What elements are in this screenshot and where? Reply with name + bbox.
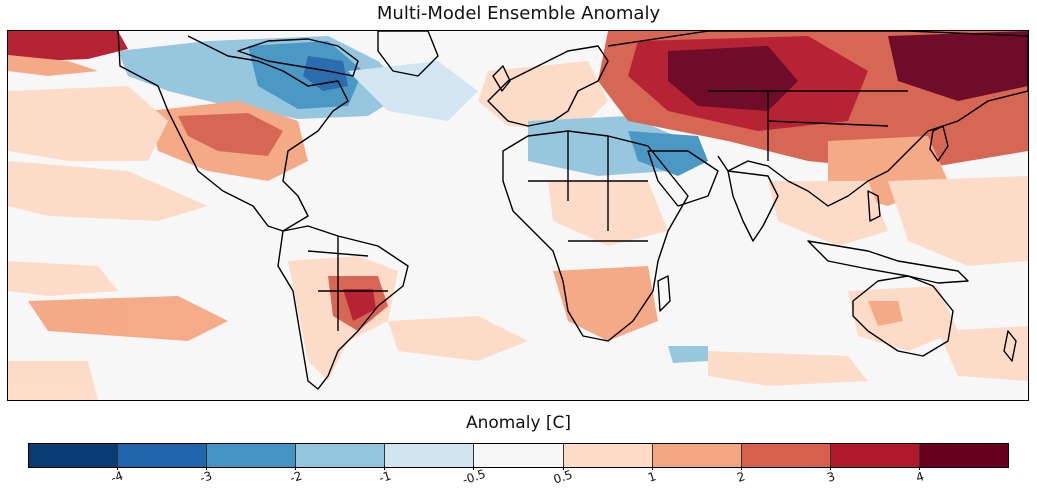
coast-north-america <box>117 31 349 232</box>
coastlines <box>117 31 1028 390</box>
coast-madagascar <box>657 275 671 312</box>
anomaly-patch-south-pacific-east <box>938 326 1028 381</box>
colorbar-segment <box>474 444 564 467</box>
colorbar-tick-label: -3 <box>198 468 215 486</box>
coast-south-america <box>277 225 409 390</box>
coast-asia <box>607 31 1028 207</box>
coast-europe <box>487 45 609 127</box>
colorbar-tick-mark <box>205 466 207 470</box>
anomaly-patch-southern-ocean <box>8 361 98 400</box>
map-title: Multi-Model Ensemble Anomaly <box>376 3 661 24</box>
coast-australia <box>852 275 954 357</box>
coast-philippines <box>867 190 881 222</box>
colorbar-segment <box>563 444 653 467</box>
border-asia-1 <box>708 90 908 161</box>
anomaly-patch-pacific-north <box>8 86 168 161</box>
colorbar-segment <box>919 444 1009 467</box>
anomaly-patch-west-pacific <box>888 176 1028 266</box>
colorbar-tick-mark <box>295 466 297 470</box>
colorbar-tick-label: -2 <box>287 468 304 486</box>
colorbar-tick-mark <box>740 466 742 470</box>
anomaly-patch-usa-core <box>178 113 283 156</box>
anomaly-patch-arabia-cold <box>628 131 708 176</box>
anomaly-patch-pacific-sw <box>8 261 118 296</box>
colorbar-segment <box>118 444 208 467</box>
colorbar-tick-mark <box>919 466 921 470</box>
border-africa-1 <box>528 131 648 242</box>
anomaly-patch-pacific-south <box>28 296 228 341</box>
colorbar-segment <box>207 444 297 467</box>
coast-canada-islands <box>237 38 359 77</box>
colorbar-segment <box>385 444 475 467</box>
coast-new-zealand <box>1003 330 1017 362</box>
anomaly-patch-siberia-peak <box>668 46 798 111</box>
coast-india <box>727 170 779 242</box>
anomaly-patch-arctic-west-mid <box>8 55 98 76</box>
colorbar-segment <box>296 444 386 467</box>
anomaly-patch-south-atlantic <box>388 316 528 361</box>
anomaly-map-canvas <box>8 31 1028 400</box>
colorbar <box>28 443 1009 468</box>
anomaly-patch-north-atlantic-cold <box>348 61 478 121</box>
colorbar-tick-label: 0.5 <box>551 467 575 487</box>
anomaly-patch-south-cold <box>668 346 708 363</box>
colorbar-tick-label: -1 <box>376 468 393 486</box>
anomaly-patch-hudson <box>303 56 348 91</box>
colorbar-tick-label: -4 <box>109 468 126 486</box>
colorbar-tick-mark <box>562 466 564 470</box>
colorbar-tick-mark <box>116 466 118 470</box>
anomaly-patch-australia-core <box>868 301 903 326</box>
colorbar-segment <box>741 444 831 467</box>
colorbar-tick-label: 3 <box>824 469 837 485</box>
anomaly-map <box>7 30 1029 401</box>
colorbar-tick-mark <box>830 466 832 470</box>
border-south-america-1 <box>307 236 388 331</box>
anomaly-patch-pacific-west <box>8 161 208 221</box>
anomaly-patch-paraguay-core <box>343 289 376 321</box>
anomaly-patch-europe <box>478 61 608 131</box>
anomaly-patch-east-siberia <box>888 31 1028 101</box>
colorbar-segment <box>652 444 742 467</box>
anomaly-patch-arctic-west <box>8 31 128 61</box>
coast-greenland <box>377 31 439 77</box>
anomaly-patch-se-asia <box>768 181 888 246</box>
coast-uk <box>492 65 511 92</box>
colorbar-tick-mark <box>473 466 475 470</box>
coast-arabia <box>647 150 719 207</box>
colorbar-segment <box>830 444 920 467</box>
colorbar-label: Anomaly [C] <box>465 413 572 433</box>
colorbar-tick-label: -0.5 <box>460 466 488 488</box>
colorbar-tick-label: 2 <box>735 469 748 485</box>
anomaly-field <box>8 31 1028 400</box>
coast-indonesia <box>807 240 969 284</box>
colorbar-tick-mark <box>651 466 653 470</box>
coast-japan <box>929 125 949 162</box>
colorbar-segment <box>29 444 119 467</box>
colorbar-tick-label: 1 <box>646 469 659 485</box>
anomaly-patch-south-indian <box>708 351 868 386</box>
colorbar-tick-mark <box>384 466 386 470</box>
coast-africa <box>502 130 689 342</box>
colorbar-tick-label: 4 <box>914 469 926 485</box>
